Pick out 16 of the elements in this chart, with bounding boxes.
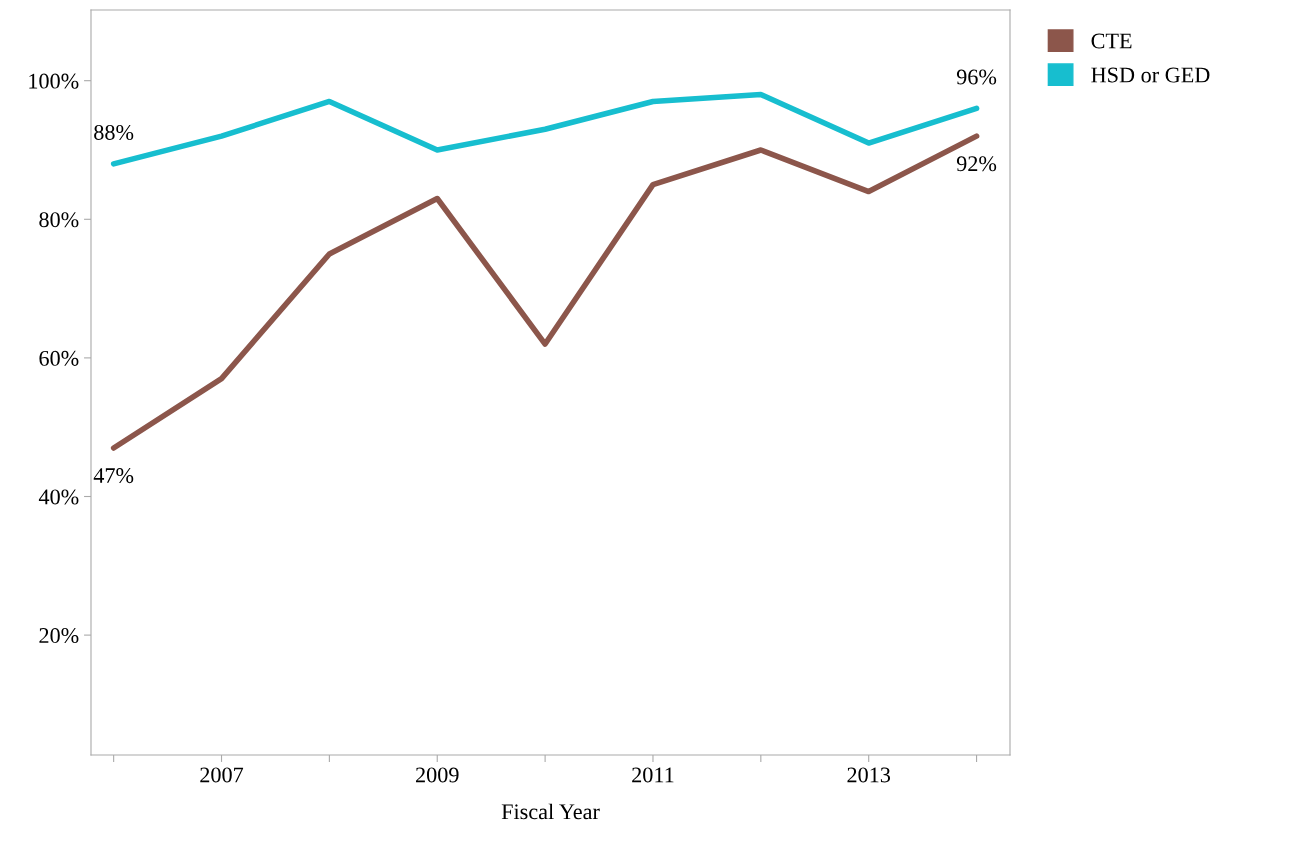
data-label: 96% xyxy=(956,69,997,85)
x-axis-title: Fiscal Year xyxy=(501,803,600,820)
x-tick-label: 2009 xyxy=(416,767,459,783)
y-tick-label: 20% xyxy=(39,628,79,644)
x-tick-label: 2007 xyxy=(200,767,244,783)
y-tick-label: 40% xyxy=(38,489,79,505)
y-tick-label: 60% xyxy=(39,350,79,366)
y-tick-label: 80% xyxy=(39,212,79,228)
legend-label: CTE xyxy=(1091,33,1132,49)
legend-label: HSD or GED xyxy=(1091,67,1210,83)
y-tick-label: 100% xyxy=(29,73,79,89)
data-label: 92% xyxy=(956,156,997,172)
data-label: 88% xyxy=(94,124,134,140)
x-tick-label: 2011 xyxy=(632,767,674,783)
x-tick-label: 2013 xyxy=(847,767,891,783)
data-label: 47% xyxy=(93,468,134,484)
